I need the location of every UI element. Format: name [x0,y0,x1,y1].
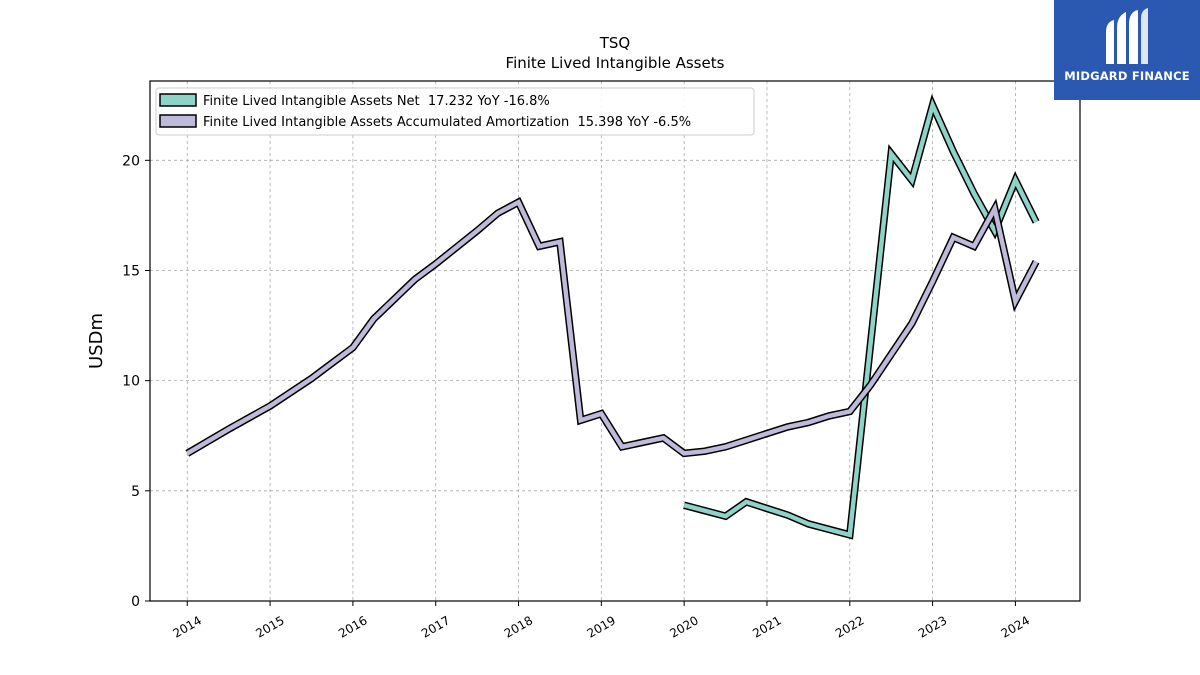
legend: Finite Lived Intangible Assets Net 17.23… [155,87,755,136]
y-tick-label: 10 [122,374,140,390]
logo-text: MIDGARD FINANCE [1064,69,1190,83]
legend-label-amortization: Finite Lived Intangible Assets Accumulat… [203,115,691,130]
x-tick-label: 2021 [750,613,783,640]
x-tick-label: 2022 [833,613,866,640]
y-tick-label: 20 [122,153,140,169]
chart-subtitle: Finite Lived Intangible Assets [506,54,725,72]
x-tick-label: 2017 [419,613,452,640]
midgard-finance-logo: MIDGARD FINANCE [1054,0,1200,100]
x-tick-label: 2016 [336,613,369,640]
x-tick-label: 2020 [667,613,700,640]
x-tick-label: 2023 [916,613,949,640]
x-tick-label: 2014 [171,613,204,640]
y-tick-label: 0 [131,594,140,610]
legend-label-net: Finite Lived Intangible Assets Net 17.23… [203,94,550,109]
series-line-net [683,98,1039,538]
midgard-logo-icon [1106,8,1148,64]
y-tick-label: 5 [131,484,140,500]
legend-swatch-net [159,93,197,107]
y-axis-label: USDm [86,313,107,369]
legend-swatch-amortization [159,114,197,128]
y-tick-label: 15 [122,263,140,279]
x-tick-label: 2018 [502,613,535,640]
chart-title: TSQ [599,34,631,52]
series-outline-net [683,94,1040,540]
x-tick-label: 2019 [585,613,618,640]
grid [150,81,1080,602]
legend-box [155,87,755,136]
series-layer [185,94,1040,540]
x-tick-label: 2015 [253,613,286,640]
x-tick-label: 2024 [999,613,1032,640]
series-line-amortization [186,199,1039,456]
plot-frame [149,80,1081,602]
